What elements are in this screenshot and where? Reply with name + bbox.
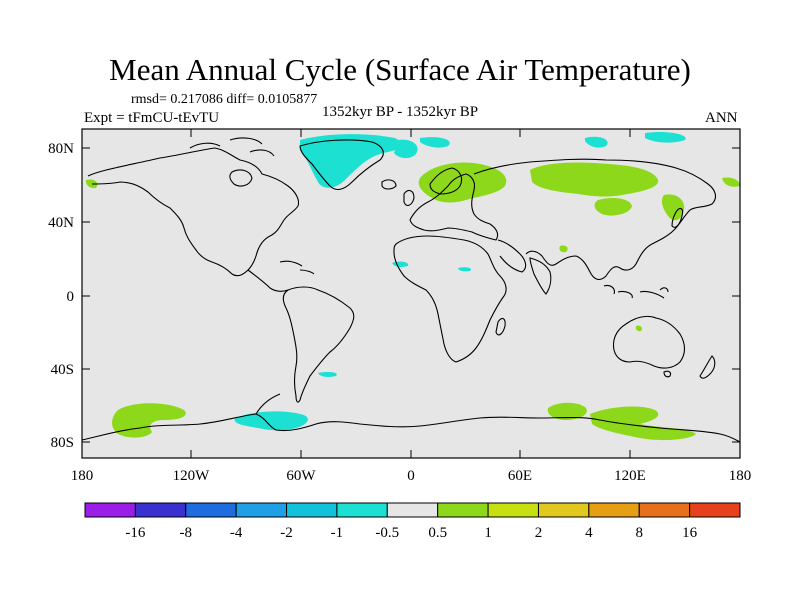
colorbar-tick-label: 8	[635, 525, 643, 541]
colorbar-tick-label: 2	[535, 525, 543, 541]
arctic-cool-anomaly-3	[585, 136, 608, 148]
map-title: Mean Annual Cycle (Surface Air Temperatu…	[109, 52, 691, 87]
lat-label: 0	[67, 289, 75, 305]
lon-label: 60W	[286, 468, 316, 484]
antarctic-peninsula	[255, 393, 281, 415]
siberia-warm-anomaly	[530, 162, 659, 197]
north-america-warm-patch	[85, 179, 98, 189]
lon-label: 0	[407, 468, 415, 484]
positive-anomalies	[85, 162, 740, 441]
colorbar	[84, 502, 741, 518]
colorbar-swatch	[185, 502, 237, 518]
east-asia-warm-anomaly	[594, 198, 632, 216]
britain-coast	[403, 189, 415, 207]
colorbar-tick-label: -8	[180, 525, 193, 541]
kamchatka-warm-anomaly	[661, 194, 685, 221]
caribbean-islands	[279, 260, 315, 275]
colorbar-swatch	[235, 502, 288, 518]
colorbar-swatch	[437, 502, 489, 518]
colorbar-swatch	[689, 502, 741, 518]
colorbar-swatch	[386, 502, 439, 518]
atlantic-cool-patch-2	[458, 267, 472, 272]
lat-ticks	[82, 147, 740, 443]
colorbar-tick-label: -4	[230, 525, 243, 541]
asia-coast	[473, 158, 717, 281]
colorbar-tick-label: -16	[125, 525, 145, 541]
madagascar-coast	[495, 317, 506, 336]
scandinavia-coast	[429, 167, 463, 195]
central-asia-warm-patch	[559, 245, 568, 253]
weddell-cool-anomaly	[234, 411, 308, 431]
australia-warm-patch	[635, 325, 643, 332]
australia-coast	[612, 315, 686, 369]
lat-label: 40N	[48, 215, 74, 231]
iceland-coast	[381, 179, 397, 190]
central-america-coast	[247, 269, 289, 292]
arctic-cool-anomaly-4	[645, 131, 686, 143]
colorbar-swatch	[84, 502, 136, 518]
lat-label: 40S	[51, 362, 74, 378]
greenland-cool-anomaly	[300, 134, 401, 188]
colorbar-tick-label: 1	[484, 525, 492, 541]
japan-coast	[671, 207, 684, 228]
colorbar-swatch	[286, 502, 338, 518]
greenland-coast	[299, 139, 384, 191]
colorbar-tick-label: 0.5	[428, 525, 447, 541]
colorbar-tick-label: -2	[280, 525, 293, 541]
coastlines	[82, 137, 740, 443]
lon-label: 60E	[508, 468, 532, 484]
colorbar-tick-label: -0.5	[375, 525, 399, 541]
hudson-bay-coast	[229, 169, 253, 187]
arctic-cool-anomaly	[394, 139, 418, 159]
arctic-cool-anomaly-2	[420, 137, 450, 148]
lon-labels: 180 120W 60W 0 60E 120E 180	[71, 468, 752, 484]
east-antarctic-warm-anomaly	[590, 406, 696, 441]
lat-label: 80N	[48, 141, 74, 157]
europe-coast	[409, 173, 499, 241]
southeast-asia-islands	[603, 284, 669, 299]
colorbar-swatch	[336, 502, 388, 518]
canadian-archipelago	[189, 137, 275, 157]
colorbar-tick-label: 16	[682, 525, 698, 541]
stats-text: rmsd= 0.217086 diff= 0.0105877	[131, 92, 318, 107]
season-label: ANN	[705, 110, 738, 126]
colorbar-swatch	[588, 502, 640, 518]
south-america-coast	[282, 286, 355, 403]
antarctica-coast	[82, 413, 740, 443]
arabia-coast	[497, 239, 527, 273]
colorbar-swatch	[487, 502, 539, 518]
colorbar-swatch	[537, 502, 590, 518]
lat-labels: 80N 40N 0 40S 80S	[48, 141, 74, 451]
colorbar-swatch	[638, 502, 691, 518]
experiment-label: Expt = tFmCU-tEvTU	[84, 110, 220, 126]
negative-anomalies	[234, 131, 686, 431]
lon-ticks	[190, 129, 631, 458]
africa-coast	[393, 235, 507, 363]
southern-ocean-cool-patch	[318, 372, 337, 377]
colorbar-swatch	[134, 502, 187, 518]
tasmania-coast	[663, 370, 672, 378]
lon-label: 180	[729, 468, 752, 484]
new-zealand-coast	[699, 355, 716, 379]
period-label: 1352kyr BP - 1352kyr BP	[322, 104, 479, 120]
north-atlantic-warm-patch	[722, 177, 740, 187]
india-coast	[529, 257, 552, 295]
colorbar-tick-label: -1	[331, 525, 344, 541]
colorbar-labels: -16 -8 -4 -2 -1 -0.5 0.5 1 2 4 8 16	[125, 525, 697, 541]
lon-label: 120W	[173, 468, 211, 484]
colorbar-tick-label: 4	[585, 525, 593, 541]
lon-label: 120E	[614, 468, 646, 484]
lon-label: 180	[71, 468, 94, 484]
north-america-coast	[87, 147, 300, 277]
indian-antarctic-warm-anomaly	[547, 402, 587, 420]
lat-label: 80S	[51, 435, 74, 451]
